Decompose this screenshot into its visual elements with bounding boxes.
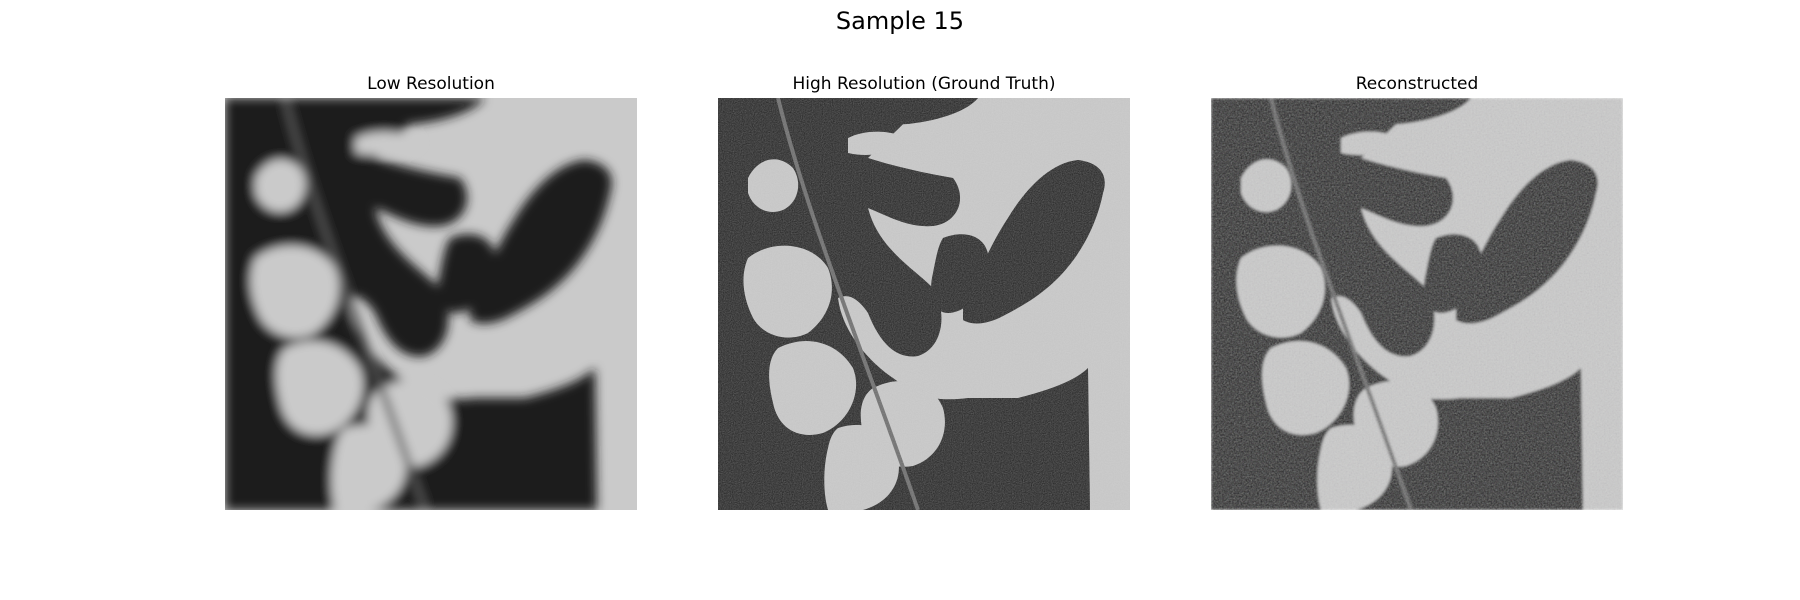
- dark-leaf-shape: [1311, 98, 1471, 125]
- light-leaf-shape: [355, 131, 420, 155]
- fabric-fold-line: [776, 98, 920, 510]
- light-leaf-shape: [276, 340, 364, 435]
- light-leaf-shape: [1262, 340, 1350, 435]
- light-leaf-shape: [255, 159, 306, 213]
- light-leaf-shape: [824, 424, 899, 510]
- dark-leaf-shape: [818, 98, 978, 125]
- fabric-fold-line: [282, 98, 428, 510]
- light-leaf-shape: [748, 159, 799, 213]
- figure-title: Sample 15: [835, 7, 965, 35]
- light-leaf-shape: [250, 245, 339, 338]
- reconstructed-image: [1211, 98, 1623, 510]
- dark-leaf-shape: [325, 98, 485, 125]
- panel-title-high-resolution: High Resolution (Ground Truth): [792, 74, 1056, 94]
- panel-title-reconstructed: Reconstructed: [1355, 74, 1479, 94]
- dark-leaf-shape: [963, 160, 1105, 324]
- fabric-fold-line: [1269, 98, 1413, 510]
- panel-reconstructed: Reconstructed: [1211, 74, 1623, 510]
- light-leaf-shape: [1241, 159, 1292, 213]
- light-leaf-shape: [743, 245, 832, 338]
- panel-title-low-resolution: Low Resolution: [367, 74, 495, 94]
- dark-leaf-shape: [1456, 160, 1598, 324]
- panel-low-resolution: Low Resolution: [225, 74, 637, 510]
- dark-leaf-shape: [1424, 234, 1482, 313]
- dark-leaf-shape: [438, 234, 496, 313]
- light-leaf-shape: [1341, 131, 1406, 155]
- light-leaf-shape: [1236, 245, 1325, 338]
- light-leaf-shape: [331, 424, 406, 510]
- dark-leaf-shape: [470, 160, 612, 324]
- high-resolution-image: [718, 98, 1130, 510]
- light-leaf-shape: [1317, 424, 1392, 510]
- dark-leaf-shape: [931, 234, 989, 313]
- light-leaf-shape: [848, 131, 913, 155]
- light-leaf-shape: [769, 340, 857, 435]
- panel-high-resolution: High Resolution (Ground Truth): [718, 74, 1130, 510]
- low-resolution-image: [225, 98, 637, 510]
